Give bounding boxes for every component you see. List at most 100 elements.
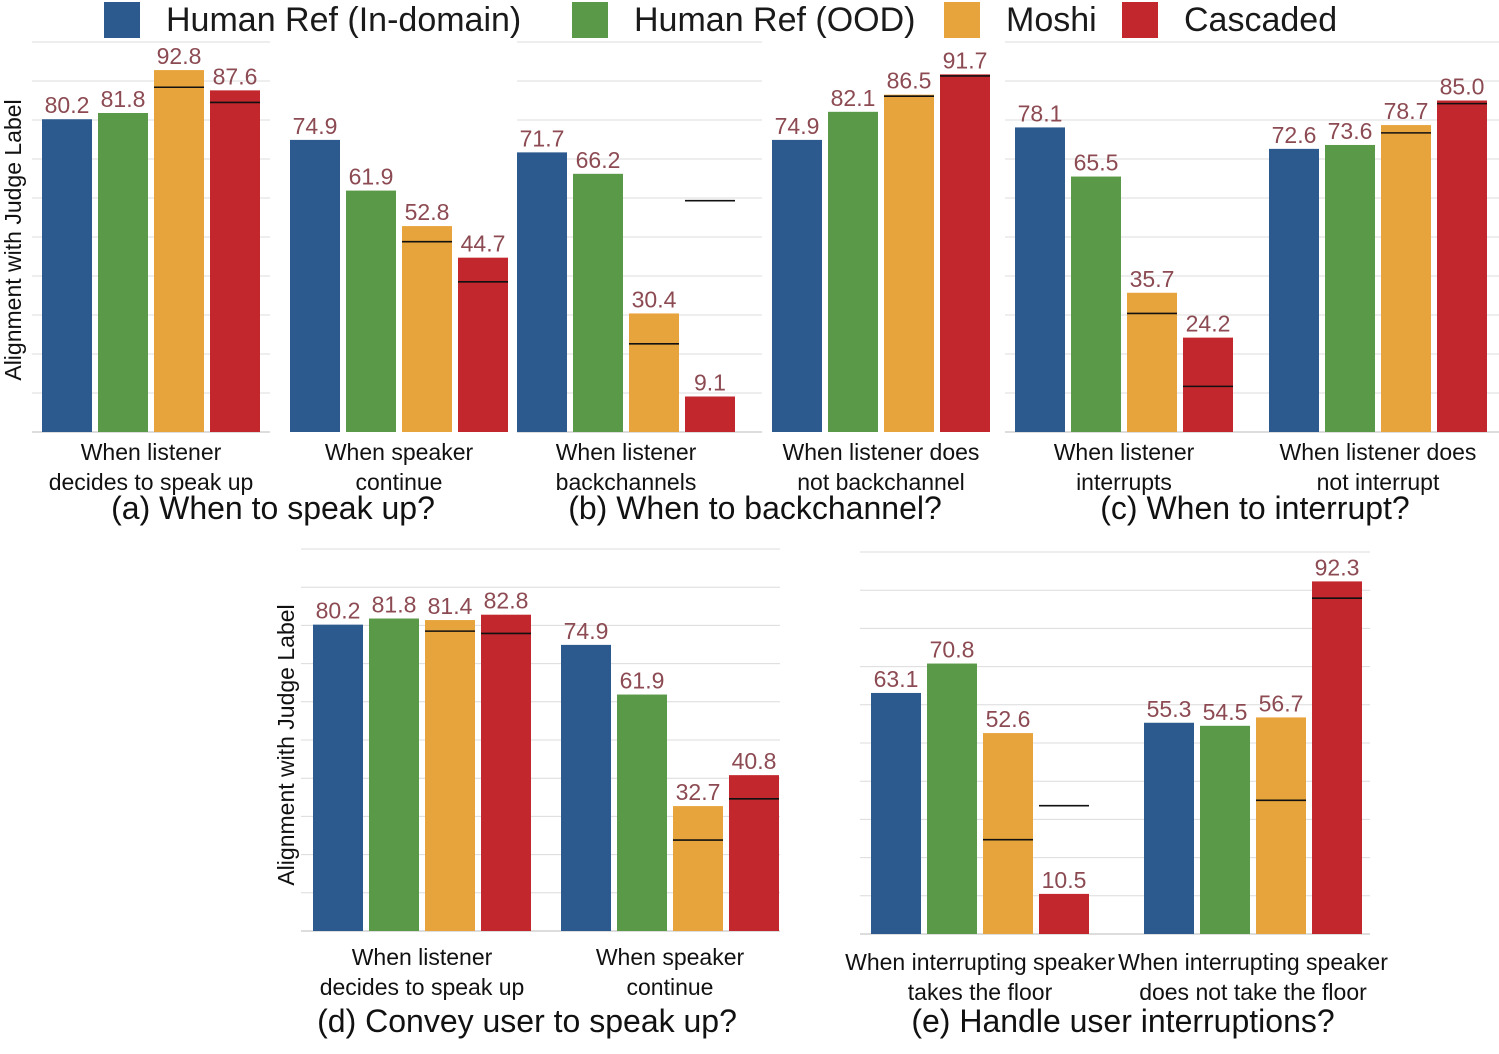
data-label: 91.7 <box>943 47 988 73</box>
data-label: 80.2 <box>316 598 361 624</box>
y-axis-label: Alignment with Judge Label <box>0 99 26 380</box>
category-label-line: interrupts <box>1076 469 1172 495</box>
chart-panel-0: 80.2 81.8 92.8 87.6 When listener decides to … <box>0 41 508 526</box>
legend-item-cascaded: Cascaded <box>1122 0 1338 39</box>
legend-label: Human Ref (In-domain) <box>166 0 522 39</box>
data-label: 32.7 <box>676 779 721 805</box>
category-label: When speaker continue <box>596 944 745 1000</box>
bar <box>1269 148 1319 433</box>
category-label-line: When listener <box>1054 439 1195 465</box>
bar <box>346 190 396 432</box>
data-label: 74.9 <box>293 113 338 139</box>
data-label: 74.9 <box>564 618 609 644</box>
category-label: When listener interrupts <box>1054 439 1195 495</box>
panel-title: (a) When to speak up? <box>111 490 435 526</box>
category-label-line: When listener <box>352 944 493 970</box>
bar <box>290 139 340 432</box>
data-label: 92.3 <box>1315 554 1360 580</box>
bar <box>561 644 611 931</box>
category-label: When listener decides to speak up <box>49 439 254 495</box>
data-label: 74.9 <box>775 113 820 139</box>
bar <box>1256 717 1306 934</box>
data-label: 66.2 <box>576 147 621 173</box>
data-label: 80.2 <box>45 92 90 118</box>
bar <box>210 90 260 433</box>
data-label: 71.7 <box>520 125 565 151</box>
panel-title: (c) When to interrupt? <box>1100 490 1409 526</box>
category-label-line: does not take the floor <box>1139 979 1367 1005</box>
category-label-line: not backchannel <box>797 469 965 495</box>
legend-item-moshi: Moshi <box>944 0 1097 39</box>
category-label-line: When speaker <box>325 439 474 465</box>
category-label-line: When speaker <box>596 944 745 970</box>
category-label: When listener decides to speak up <box>320 944 525 1000</box>
chart-panel-2: 78.1 65.5 35.7 24.2 When listener interrupts 7… <box>1005 41 1499 526</box>
legend-swatch <box>104 2 140 38</box>
data-label: 85.0 <box>1440 74 1485 100</box>
bar <box>884 94 934 433</box>
bar <box>1039 893 1089 934</box>
data-label: 82.8 <box>484 588 529 614</box>
legend-swatch <box>944 2 980 38</box>
bar <box>828 111 878 432</box>
bar <box>42 119 92 432</box>
bar <box>1437 100 1487 432</box>
data-label: 81.8 <box>101 86 146 112</box>
data-label: 87.6 <box>213 63 258 89</box>
bar <box>1200 725 1250 934</box>
data-label: 10.5 <box>1042 867 1087 893</box>
data-label: 52.6 <box>986 706 1031 732</box>
bar <box>369 618 419 931</box>
data-label: 40.8 <box>732 748 777 774</box>
chart-panel-1: 71.7 66.2 30.4 9.1 When listener backchannels… <box>517 41 990 526</box>
category-label-line: When listener does <box>1280 439 1477 465</box>
y-axis-label: Alignment with Judge Label <box>273 604 299 885</box>
bar <box>425 620 475 931</box>
data-label: 30.4 <box>632 286 677 312</box>
data-label: 86.5 <box>887 68 932 94</box>
data-label: 92.8 <box>157 43 202 69</box>
data-label: 65.5 <box>1074 150 1119 176</box>
data-label: 73.6 <box>1328 118 1373 144</box>
category-label: When listener backchannels <box>556 439 697 495</box>
bar <box>685 396 735 432</box>
data-label: 72.6 <box>1272 122 1317 148</box>
data-label: 61.9 <box>620 668 665 694</box>
data-label: 55.3 <box>1147 696 1192 722</box>
bar <box>927 663 977 934</box>
data-label: 78.7 <box>1384 98 1429 124</box>
data-label: 63.1 <box>874 666 919 692</box>
category-label-line: not interrupt <box>1317 469 1440 495</box>
data-label: 78.1 <box>1018 100 1063 126</box>
bar <box>458 257 508 432</box>
data-label: 35.7 <box>1130 266 1175 292</box>
bar <box>313 624 363 931</box>
data-label: 81.8 <box>372 592 417 618</box>
category-label: When listener does not backchannel <box>783 439 980 495</box>
legend-label: Cascaded <box>1184 0 1338 39</box>
bar <box>154 70 204 432</box>
bar <box>402 226 452 432</box>
panel-title: (d) Convey user to speak up? <box>317 1003 737 1039</box>
panel-title: (b) When to backchannel? <box>568 490 942 526</box>
category-label-line: decides to speak up <box>320 974 525 1000</box>
bar <box>940 74 990 433</box>
bar <box>1127 292 1177 432</box>
legend-label: Moshi <box>1006 0 1097 39</box>
category-label-line: When listener <box>556 439 697 465</box>
legend-item-ood: Human Ref (OOD) <box>572 1 916 39</box>
data-label: 9.1 <box>694 370 726 396</box>
category-label-line: When interrupting speaker <box>845 949 1115 975</box>
data-label: 52.8 <box>405 199 450 225</box>
data-label: 81.4 <box>428 593 473 619</box>
data-label: 61.9 <box>349 164 394 190</box>
bar <box>1183 337 1233 432</box>
legend-swatch <box>1122 2 1158 38</box>
bar <box>729 775 779 931</box>
category-label-line: When listener does <box>783 439 980 465</box>
bar <box>673 806 723 931</box>
data-label: 56.7 <box>1259 690 1304 716</box>
category-label-line: continue <box>356 469 443 495</box>
data-label: 70.8 <box>930 637 975 663</box>
